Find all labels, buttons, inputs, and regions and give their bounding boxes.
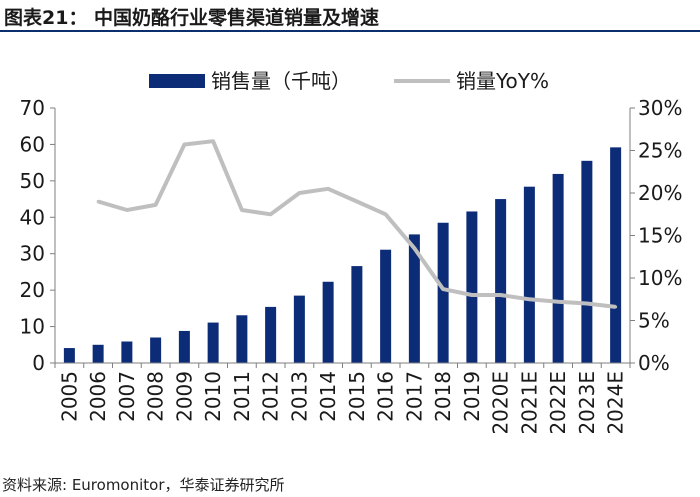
- x-tick-label: 2022E: [546, 371, 570, 435]
- left-tick-label: 50: [20, 169, 45, 193]
- bar-2023E: [581, 160, 593, 363]
- bar-2006: [92, 344, 104, 363]
- bar-2020E: [495, 199, 507, 363]
- x-tick-label: 2015: [345, 371, 369, 422]
- x-tick-label: 2006: [86, 371, 110, 422]
- x-tick-label: 2019: [460, 371, 484, 422]
- yoy-point-2016: [384, 212, 388, 216]
- x-tick-label: 2014: [316, 371, 340, 422]
- yoy-point-2019: [470, 293, 474, 297]
- right-tick-label: 30%: [638, 96, 682, 120]
- bar-2015: [351, 266, 363, 363]
- yoy-point-2022E: [556, 300, 560, 304]
- yoy-point-2020E: [499, 293, 503, 297]
- left-tick-label: 20: [20, 278, 45, 302]
- line-series: [96, 139, 618, 309]
- left-tick-label: 70: [20, 96, 45, 120]
- bar-2021E: [523, 186, 535, 363]
- yoy-point-2017: [412, 246, 416, 250]
- bar-2017: [408, 234, 420, 363]
- figure-header: 图表21： 中国奶酪行业零售渠道销量及增速: [0, 0, 700, 34]
- source-note: 资料来源: Euromonitor，华泰证券研究所: [2, 476, 285, 494]
- yoy-point-2014: [326, 187, 330, 191]
- yoy-point-2007: [125, 208, 129, 212]
- x-tick-label: 2024E: [604, 371, 628, 435]
- yoy-point-2021E: [527, 297, 531, 301]
- x-tick-label: 2008: [144, 371, 168, 422]
- x-tick-label: 2009: [172, 371, 196, 422]
- x-tick-label: 2020E: [489, 371, 513, 435]
- bar-2007: [121, 341, 133, 363]
- yoy-point-2006: [96, 200, 100, 203]
- bar-2013: [293, 295, 305, 363]
- yoy-point-2024E: [614, 305, 618, 309]
- left-tick-label: 30: [20, 242, 45, 266]
- bar-2024E: [610, 147, 622, 363]
- x-tick-label: 2011: [230, 371, 254, 422]
- bar-2008: [150, 337, 162, 363]
- bar-2005: [63, 348, 75, 363]
- yoy-point-2009: [182, 143, 186, 147]
- bar-2016: [380, 249, 392, 363]
- right-tick-label: 0%: [638, 351, 670, 375]
- right-tick-label: 20%: [638, 181, 682, 205]
- right-tick-label: 5%: [638, 309, 670, 333]
- bar-2018: [437, 222, 449, 363]
- x-tick-label: 2023E: [575, 371, 599, 435]
- x-tick-label: 2018: [431, 371, 455, 422]
- x-tick-label: 2017: [402, 371, 426, 422]
- right-tick-label: 25%: [638, 139, 682, 163]
- yoy-point-2015: [355, 200, 359, 203]
- right-tick-label: 15%: [638, 224, 682, 248]
- legend-line-label: 销量YoY%: [456, 69, 549, 93]
- bar-2019: [466, 211, 478, 363]
- left-tick-label: 40: [20, 205, 45, 229]
- legend-bar-label: 销售量（千吨）: [211, 69, 351, 93]
- yoy-point-2013: [297, 191, 301, 195]
- left-tick-label: 0: [32, 351, 45, 375]
- yoy-point-2012: [269, 212, 273, 216]
- bar-series: [63, 147, 622, 363]
- bar-2022E: [552, 173, 564, 363]
- bar-2014: [322, 281, 334, 363]
- yoy-point-2008: [154, 203, 158, 207]
- legend-bar-swatch: [149, 74, 205, 88]
- header-rule: [0, 30, 700, 32]
- right-tick-label: 10%: [638, 266, 682, 290]
- x-tick-label: 2007: [115, 371, 139, 422]
- x-tick-label: 2010: [201, 371, 225, 422]
- left-tick-label: 10: [20, 315, 45, 339]
- figure-title: 图表21： 中国奶酪行业零售渠道销量及增速: [4, 7, 380, 29]
- yoy-point-2023E: [585, 302, 589, 305]
- yoy-point-2010: [211, 139, 215, 143]
- x-tick-label: 2013: [287, 371, 311, 422]
- bar-2011: [236, 315, 248, 363]
- x-tick-label: 2021E: [517, 371, 541, 435]
- yoy-point-2018: [441, 287, 445, 291]
- x-tick-label: 2016: [374, 371, 398, 422]
- yoy-point-2011: [240, 208, 244, 212]
- legend: 销售量（千吨） 销量YoY%: [149, 69, 549, 93]
- bar-2009: [178, 330, 190, 363]
- left-tick-label: 60: [20, 132, 45, 156]
- bar-2012: [265, 306, 277, 363]
- x-tick-label: 2012: [259, 371, 283, 422]
- x-tick-label: 2005: [57, 371, 81, 422]
- bar-2010: [207, 322, 219, 363]
